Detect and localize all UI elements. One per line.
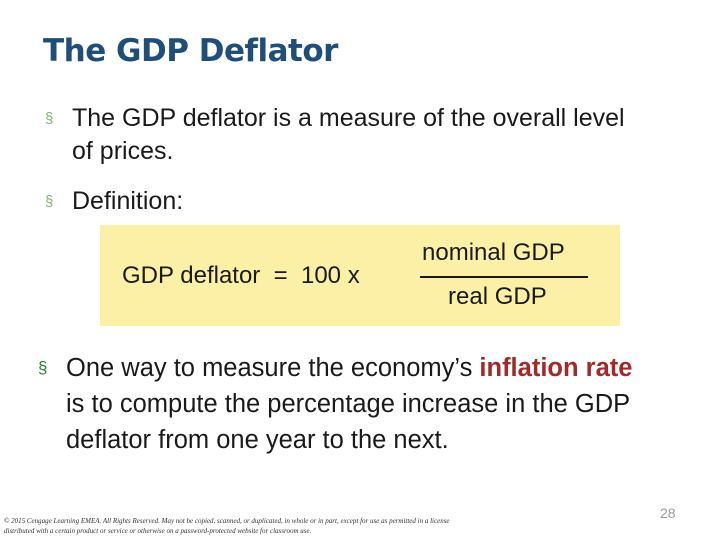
formula-lhs: GDP deflator = 100 x [122, 262, 360, 289]
bullet-text: Definition: [72, 187, 184, 215]
bullet-text: One way to measure the economy’s inflati… [38, 350, 648, 458]
bullet-text-after: is to compute the percentage increase in… [66, 390, 630, 454]
formula-denominator: real GDP [448, 283, 547, 310]
bullet-text: The GDP deflator is a measure of the ove… [72, 104, 625, 165]
fraction-bar [420, 276, 588, 278]
copyright-footer: © 2015 Cengage Learning EMEA. All Rights… [4, 517, 450, 535]
slide-title: The GDP Deflator [43, 33, 338, 69]
bullet-marker-icon: § [45, 193, 54, 210]
bullet-marker-icon: § [38, 358, 48, 377]
bullet-inflation-rate: § One way to measure the economy’s infla… [38, 350, 648, 458]
page-number: 28 [660, 505, 676, 521]
formula-box: GDP deflator = 100 x nominal GDP real GD… [100, 225, 620, 326]
highlight-term: inflation rate [479, 354, 633, 382]
bullet-marker-icon: § [45, 110, 54, 127]
bullet-deflator-definition: § The GDP deflator is a measure of the o… [45, 102, 645, 168]
bullet-text-before: One way to measure the economy’s [66, 354, 480, 382]
formula-numerator: nominal GDP [422, 239, 565, 266]
bullet-definition-label: § Definition: [45, 185, 345, 218]
